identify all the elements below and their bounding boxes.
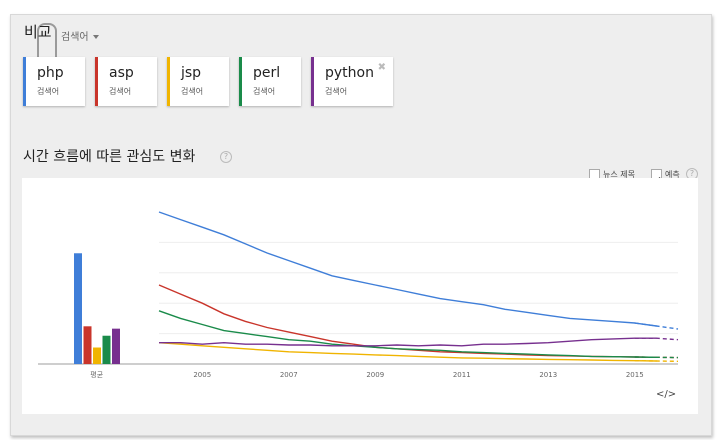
- forecast-label: 예측: [665, 170, 680, 179]
- news-headline-label: 뉴스 제목: [603, 170, 635, 179]
- term-card-perl[interactable]: perl 검색어: [239, 57, 301, 106]
- term-color-bar: [311, 57, 314, 106]
- comparison-title: 비교: [24, 23, 52, 41]
- term-type: 검색어: [109, 87, 132, 96]
- series-line-php: [158, 211, 657, 327]
- embed-code-button[interactable]: </>: [656, 389, 677, 400]
- comparison-type-dropdown[interactable]: 검색어: [61, 28, 99, 43]
- x-tick-label: 2013: [539, 371, 557, 379]
- term-card-asp[interactable]: asp 검색어: [95, 57, 157, 106]
- close-icon[interactable]: ✖: [377, 62, 386, 73]
- term-name: perl: [253, 65, 281, 81]
- term-color-bar: [239, 57, 242, 106]
- term-name: asp: [109, 65, 134, 81]
- comparison-type-label: 검색어: [61, 32, 89, 43]
- term-type: 검색어: [37, 87, 60, 96]
- term-type: 검색어: [253, 87, 276, 96]
- x-tick-label: 2007: [280, 371, 298, 379]
- interest-over-time-chart: 평균 2005 2007 2009 2011 2013 2015: [38, 211, 679, 379]
- term-name: php: [37, 65, 64, 81]
- term-color-bar: [167, 57, 170, 106]
- x-tick-label: 2011: [453, 371, 471, 379]
- term-type: 검색어: [181, 87, 204, 96]
- chart-series: [158, 211, 679, 362]
- term-name: jsp: [181, 65, 202, 81]
- average-bar-php: [74, 253, 82, 364]
- help-icon[interactable]: ?: [220, 151, 232, 163]
- average-bars: 평균: [74, 253, 120, 379]
- term-card-python[interactable]: python 검색어 ✖: [311, 57, 393, 106]
- term-color-bar: [23, 57, 26, 106]
- average-bar-python: [112, 328, 120, 364]
- x-tick-label: 2009: [366, 371, 384, 379]
- average-bar-perl: [102, 335, 111, 364]
- term-name: python: [325, 65, 374, 81]
- forecast-line-jsp: [634, 360, 679, 362]
- term-type: 검색어: [325, 87, 348, 96]
- series-line-python: [159, 337, 657, 347]
- average-bar-asp: [83, 326, 92, 364]
- series-line-asp: [158, 284, 657, 358]
- series-line-jsp: [158, 342, 657, 362]
- term-card-jsp[interactable]: jsp 검색어: [167, 57, 229, 106]
- caret-down-icon: [92, 35, 99, 39]
- forecast-line-php: [634, 322, 679, 330]
- series-line-perl: [158, 310, 657, 358]
- paperclip-icon: [37, 23, 57, 71]
- chart-panel: 평균 2005 2007 2009 2011 2013 2015: [22, 178, 698, 414]
- x-axis-ticks: 2005 2007 2009 2011 2013 2015: [193, 371, 643, 379]
- x-tick-label: 2015: [626, 371, 644, 379]
- x-tick-label: 2005: [193, 371, 211, 379]
- forecast-line-python: [634, 337, 679, 341]
- term-card-php[interactable]: php 검색어: [23, 57, 85, 106]
- term-color-bar: [95, 57, 98, 106]
- forecast-line-perl: [634, 356, 679, 359]
- chart-grid: [38, 241, 678, 365]
- average-label: 평균: [90, 370, 103, 379]
- average-bar-jsp: [93, 347, 101, 364]
- section-title: 시간 흐름에 따른 관심도 변화: [23, 149, 196, 165]
